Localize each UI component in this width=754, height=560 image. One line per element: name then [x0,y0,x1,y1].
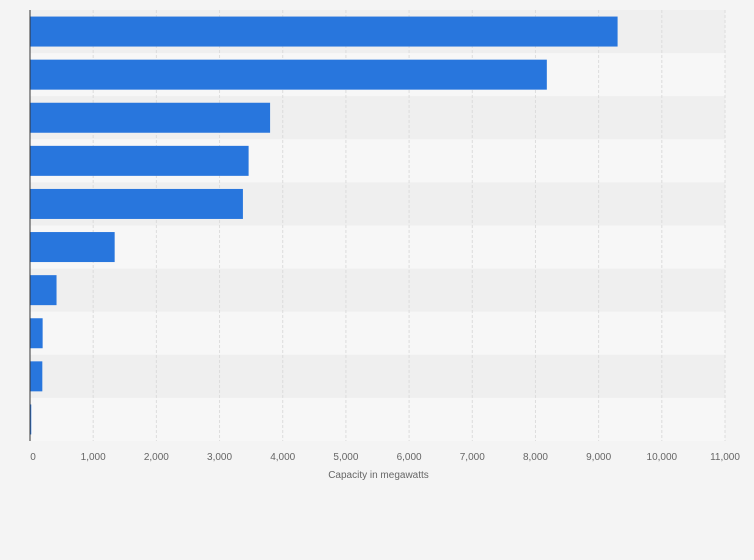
bar [30,102,271,133]
bars [30,16,618,435]
bar [30,188,243,219]
x-tick-label: 8,000 [523,452,548,463]
bar [30,59,547,90]
x-tick-label: 9,000 [586,452,611,463]
bar [30,404,32,435]
bar [30,361,43,392]
row-band [30,397,725,441]
bar [30,232,115,263]
x-tick-label: 11,000 [710,452,740,463]
x-tick-label: 1,000 [81,452,106,463]
row-band [30,268,725,312]
bar [30,16,618,47]
bar [30,145,249,176]
bar [30,318,43,349]
x-tick-label: 4,000 [270,452,295,463]
x-axis-title: Capacity in megawatts [328,470,429,481]
row-band [30,311,725,355]
x-tick-label: 7,000 [460,452,485,463]
x-tick-label: 2,000 [144,452,169,463]
x-tick-label: 10,000 [647,452,678,463]
x-axis-tick-labels: 0 1,000 2,000 3,000 4,000 5,000 6,000 7,000 8,00… [30,452,740,463]
x-tick-label: 6,000 [397,452,422,463]
row-band [30,225,725,269]
row-band [30,354,725,398]
x-tick-label: 3,000 [207,452,232,463]
bar [30,275,57,306]
x-tick-label: 5,000 [333,452,358,463]
x-tick-label: 0 [30,452,36,463]
